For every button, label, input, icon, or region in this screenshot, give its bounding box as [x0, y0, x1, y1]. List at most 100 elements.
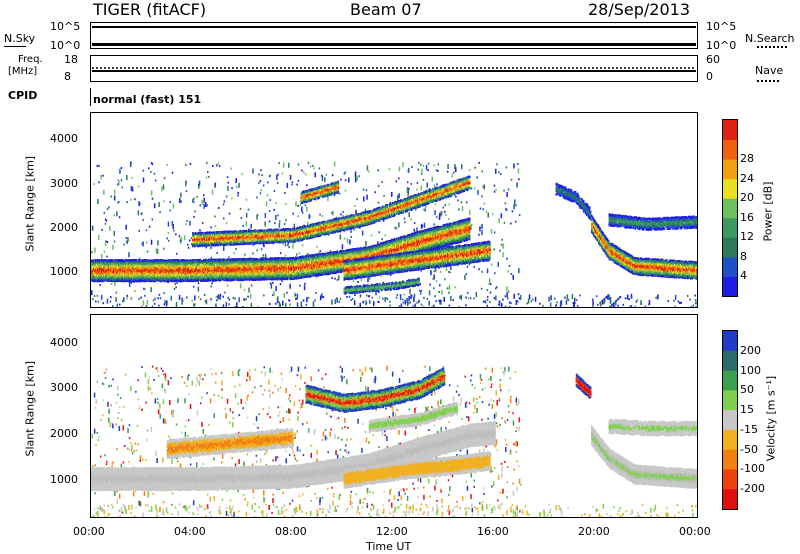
- power-speckle: [414, 222, 416, 224]
- power-speckle: [98, 301, 100, 303]
- power-speckle: [331, 300, 333, 305]
- power-speckle: [179, 235, 181, 237]
- power-speckle: [175, 283, 177, 285]
- power-speckle: [236, 302, 238, 307]
- power-speckle: [122, 300, 124, 302]
- power-speckle: [467, 292, 469, 294]
- power-speckle: [421, 224, 423, 229]
- power-speckle: [240, 208, 242, 210]
- power-speckle: [302, 212, 304, 214]
- power-speckle: [410, 218, 412, 220]
- power-speckle: [531, 300, 533, 302]
- power-speckle: [212, 165, 214, 167]
- power-speckle: [117, 202, 119, 204]
- power-speckle: [194, 304, 196, 306]
- power-speckle: [108, 206, 110, 208]
- power-speckle: [117, 183, 119, 185]
- power-speckle: [156, 248, 158, 253]
- power-speckle: [274, 190, 276, 192]
- power-speckle: [166, 305, 168, 307]
- power-speckle: [278, 162, 280, 164]
- power-speckle: [138, 230, 140, 232]
- power-speckle: [248, 288, 250, 293]
- power-speckle: [514, 199, 516, 204]
- power-speckle: [592, 300, 594, 305]
- power-speckle: [346, 296, 348, 298]
- power-speckle: [481, 230, 483, 235]
- power-speckle: [141, 306, 143, 307]
- power-speckle: [478, 162, 480, 164]
- power-speckle: [202, 222, 204, 224]
- power-speckle: [499, 250, 501, 252]
- power-speckle: [440, 271, 442, 273]
- power-speckle: [138, 210, 140, 215]
- power-speckle: [287, 183, 289, 188]
- power-speckle: [437, 170, 439, 172]
- power-speckle: [284, 293, 286, 298]
- power-speckle: [245, 298, 247, 300]
- power-speckle: [511, 179, 513, 181]
- power-speckle: [542, 305, 544, 307]
- power-speckle: [283, 163, 285, 168]
- power-speckle: [367, 166, 369, 171]
- power-speckle: [494, 297, 496, 299]
- power-speckle: [251, 303, 253, 307]
- power-speckle: [399, 193, 401, 198]
- power-speckle: [324, 177, 326, 182]
- power-speckle: [263, 245, 265, 247]
- power-speckle: [180, 240, 182, 242]
- power-speckle: [168, 240, 170, 242]
- power-speckle: [214, 183, 216, 188]
- power-speckle: [433, 287, 435, 289]
- power-speckle: [153, 299, 155, 301]
- power-speckle: [186, 296, 188, 298]
- power-speckle: [261, 248, 263, 250]
- power-speckle: [495, 296, 497, 301]
- power-speckle: [246, 221, 248, 226]
- freq-label-line1: Freq.: [18, 54, 43, 65]
- power-speckle: [140, 297, 142, 299]
- power-speckle: [109, 226, 111, 231]
- power-speckle: [246, 199, 248, 201]
- power-speckle: [489, 278, 491, 283]
- power-speckle: [451, 176, 453, 178]
- power-speckle: [276, 202, 278, 204]
- power-speckle: [450, 296, 452, 301]
- power-speckle: [269, 220, 271, 222]
- power-speckle: [100, 175, 102, 180]
- power-speckle: [340, 235, 342, 240]
- power-speckle: [138, 185, 140, 187]
- power-speckle: [297, 302, 299, 307]
- power-speckle: [445, 204, 447, 206]
- power-speckle: [159, 211, 161, 213]
- power-speckle: [340, 298, 342, 300]
- power-speckle: [303, 172, 305, 174]
- power-speckle: [423, 297, 425, 299]
- power-speckle: [420, 164, 422, 166]
- power-speckle: [123, 244, 125, 246]
- power-speckle: [389, 168, 391, 170]
- power-speckle: [481, 224, 483, 229]
- power-speckle: [539, 303, 541, 305]
- power-speckle: [130, 199, 132, 201]
- power-speckle: [207, 171, 209, 173]
- power-speckle: [260, 169, 262, 171]
- power-speckle: [263, 254, 265, 256]
- power-speckle: [399, 305, 401, 307]
- power-speckle: [227, 176, 229, 178]
- power-speckle: [192, 300, 194, 302]
- power-speckle: [97, 165, 99, 167]
- power-speckle: [335, 299, 337, 304]
- power-speckle: [288, 299, 290, 301]
- power-speckle: [410, 294, 412, 299]
- power-speckle: [146, 242, 148, 244]
- power-speckle: [577, 305, 579, 307]
- power-speckle: [97, 199, 99, 204]
- power-speckle: [379, 231, 381, 233]
- power-speckle: [347, 238, 349, 243]
- power-speckle: [168, 222, 170, 227]
- power-speckle: [229, 213, 231, 215]
- power-speckle: [695, 299, 697, 301]
- power-speckle: [164, 292, 166, 294]
- freq-trace: [91, 56, 697, 81]
